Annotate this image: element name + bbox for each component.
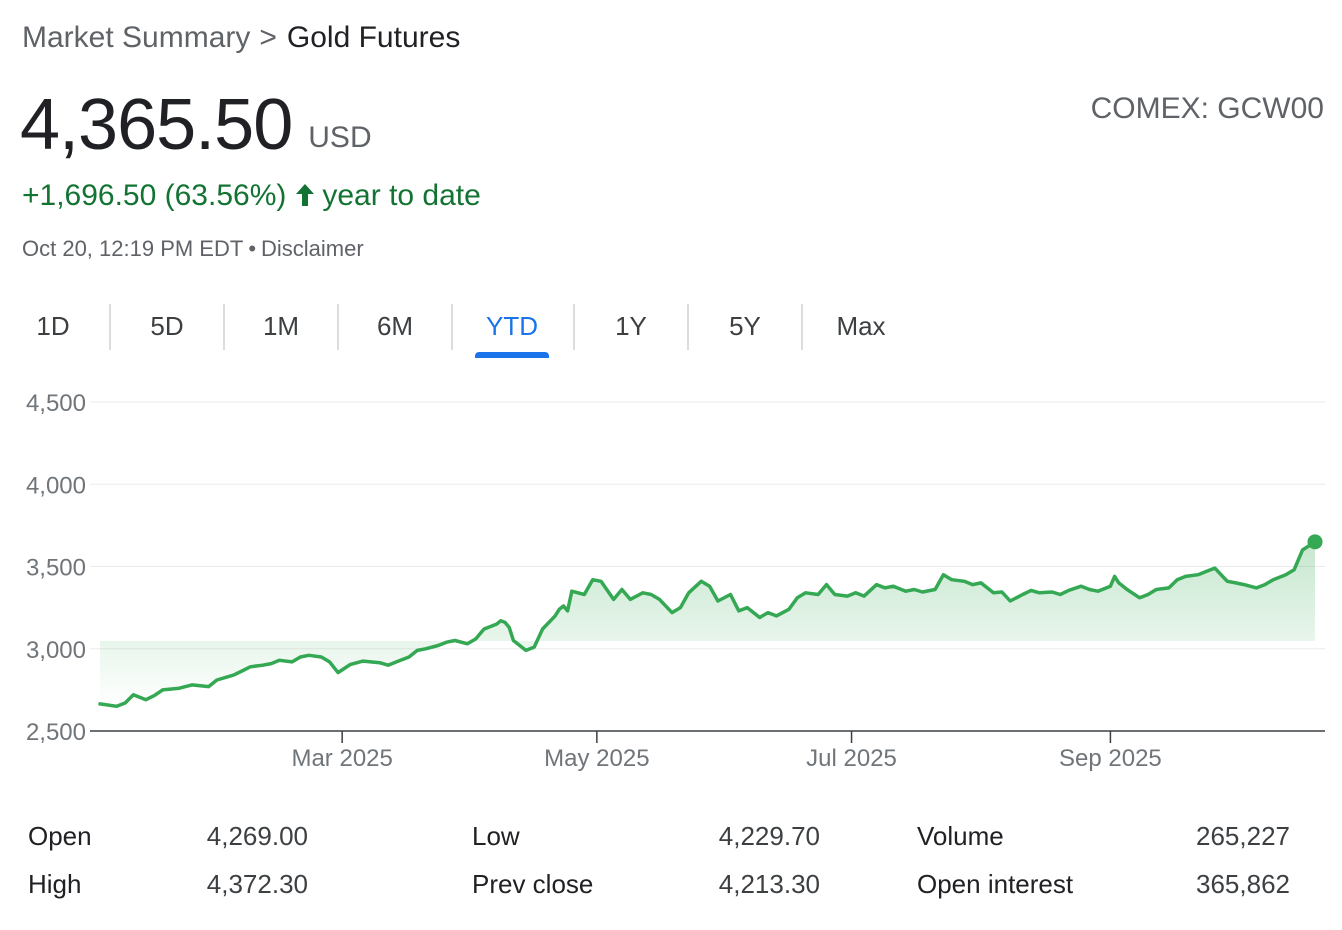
price-chart[interactable]: 2,500 3,000 3,500 4,000 4,500 Mar 2025 May 20… xyxy=(0,380,1342,780)
breadcrumb-current: Gold Futures xyxy=(286,21,461,54)
y-tick-label: 2,500 xyxy=(26,719,86,746)
breadcrumb-parent-link[interactable]: Market Summary xyxy=(22,21,251,54)
x-tick-label: May 2025 xyxy=(544,745,649,772)
stat-value-high: 4,372.30 xyxy=(206,869,308,899)
breadcrumb-separator: > xyxy=(259,21,277,54)
stat-value-low: 4,229.70 xyxy=(718,821,820,851)
stat-label-prev-close: Prev close xyxy=(472,869,594,899)
y-tick-label: 4,500 xyxy=(26,390,86,417)
current-price-marker xyxy=(1307,534,1323,550)
y-tick-label: 3,500 xyxy=(26,555,86,582)
x-tick-label: Jul 2025 xyxy=(806,745,897,772)
stat-value-open: 4,269.00 xyxy=(206,821,308,851)
price-area-fill xyxy=(100,541,1315,707)
y-tick-label: 4,000 xyxy=(26,472,86,499)
arrow-up-icon xyxy=(296,184,315,206)
tab-5d[interactable]: 5D xyxy=(150,311,184,341)
tab-6m[interactable]: 6M xyxy=(376,311,414,341)
stat-value-volume: 265,227 xyxy=(1196,821,1290,851)
stat-label-low: Low xyxy=(472,821,520,851)
stat-label-open-interest: Open interest xyxy=(917,869,1074,899)
bullet-separator: • xyxy=(248,236,257,261)
stat-label-high: High xyxy=(28,869,82,899)
stat-label-open: Open xyxy=(28,821,92,851)
tab-1m[interactable]: 1M xyxy=(262,311,300,341)
tab-1d[interactable]: 1D xyxy=(36,311,70,341)
stat-value-open-interest: 365,862 xyxy=(1196,869,1290,899)
change-period: year to date xyxy=(322,179,481,212)
tab-divider xyxy=(687,304,689,350)
change-value: +1,696.50 (63.56%) xyxy=(22,179,287,212)
disclaimer-link[interactable]: Disclaimer xyxy=(261,236,364,261)
tab-divider xyxy=(337,304,339,350)
tab-divider xyxy=(573,304,575,350)
tab-max[interactable]: Max xyxy=(836,311,886,341)
breadcrumb: Market Summary > Gold Futures xyxy=(22,20,460,56)
quote-timestamp: Oct 20, 12:19 PM EDT xyxy=(22,236,244,261)
tab-1y[interactable]: 1Y xyxy=(615,311,647,341)
stat-label-volume: Volume xyxy=(917,821,1004,851)
tab-ytd[interactable]: YTD xyxy=(455,302,569,358)
time-range-tabs: 1D 5D 1M 6M YTD 1Y 5Y Max xyxy=(0,302,920,358)
currency-label: USD xyxy=(308,121,372,154)
price-change: +1,696.50 (63.56%) year to date xyxy=(22,178,481,214)
timestamp-line: Oct 20, 12:19 PM EDT • Disclaimer xyxy=(22,236,364,262)
tab-divider xyxy=(801,304,803,350)
tab-divider xyxy=(223,304,225,350)
x-tick-label: Sep 2025 xyxy=(1059,745,1162,772)
key-stats: Open 4,269.00 High 4,372.30 Low 4,229.70… xyxy=(0,812,1342,912)
active-tab-indicator xyxy=(475,352,549,358)
tab-5y[interactable]: 5Y xyxy=(729,311,761,341)
price-row: 4,365.50 USD xyxy=(20,84,372,166)
x-tick-label: Mar 2025 xyxy=(291,745,392,772)
tab-divider xyxy=(451,304,453,350)
y-tick-label: 3,000 xyxy=(26,637,86,664)
price-line xyxy=(98,540,1317,709)
tab-divider xyxy=(109,304,111,350)
exchange-ticker: COMEX: GCW00 xyxy=(1090,92,1324,125)
current-price: 4,365.50 xyxy=(20,85,293,165)
stat-value-prev-close: 4,213.30 xyxy=(718,869,820,899)
